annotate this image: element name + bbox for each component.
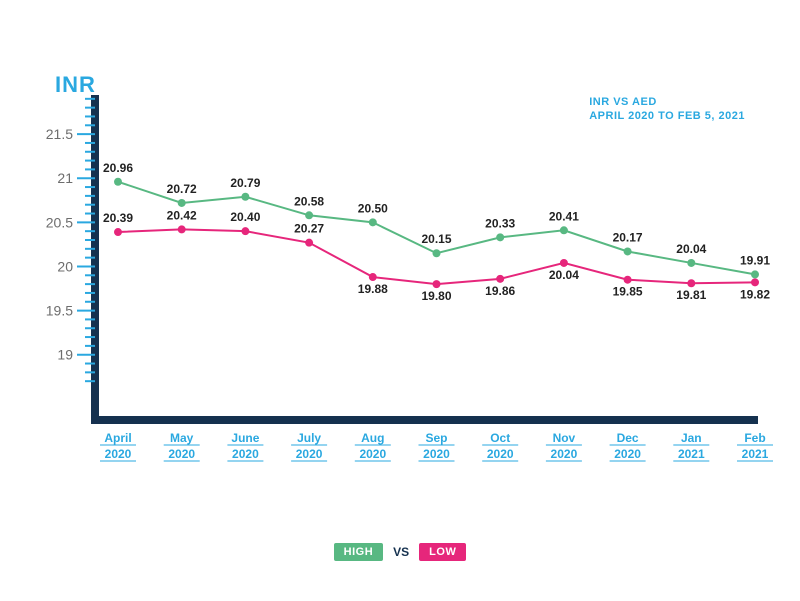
series-line — [118, 182, 755, 275]
y-tick-label: 20.5 — [46, 214, 73, 230]
series-point — [687, 259, 695, 267]
x-tick-month: May — [170, 431, 194, 445]
value-label: 19.86 — [485, 284, 515, 298]
x-tick-year: 2020 — [359, 447, 386, 461]
series-point — [241, 227, 249, 235]
x-tick-month: April — [104, 431, 131, 445]
x-tick-year: 2020 — [487, 447, 514, 461]
y-tick-label: 21 — [57, 170, 73, 186]
value-label: 19.82 — [740, 287, 770, 301]
x-tick-month: Aug — [361, 431, 384, 445]
series-point — [433, 249, 441, 257]
y-tick-label: 21.5 — [46, 126, 73, 142]
value-label: 19.80 — [421, 289, 451, 303]
series-point — [305, 211, 313, 219]
value-label: 20.96 — [103, 161, 133, 175]
series-point — [496, 275, 504, 283]
x-tick-year: 2020 — [551, 447, 578, 461]
value-label: 20.72 — [167, 182, 197, 196]
series-point — [178, 225, 186, 233]
series-point — [751, 270, 759, 278]
series-point — [114, 178, 122, 186]
x-tick-year: 2020 — [614, 447, 641, 461]
x-tick-month: Sep — [425, 431, 447, 445]
value-label: 19.85 — [613, 285, 643, 299]
x-tick-month: Oct — [490, 431, 510, 445]
legend-vs: VS — [393, 545, 409, 559]
x-tick-year: 2020 — [232, 447, 259, 461]
x-tick-month: Dec — [617, 431, 639, 445]
value-label: 20.04 — [676, 242, 706, 256]
x-tick-month: Feb — [744, 431, 765, 445]
x-tick-month: Nov — [553, 431, 576, 445]
value-label: 20.58 — [294, 194, 324, 208]
series-point — [560, 226, 568, 234]
x-tick-year: 2021 — [678, 447, 705, 461]
series-point — [496, 233, 504, 241]
series-point — [751, 278, 759, 286]
x-tick-year: 2020 — [296, 447, 323, 461]
x-tick-month: Jan — [681, 431, 702, 445]
series-point — [624, 247, 632, 255]
series-point — [114, 228, 122, 236]
value-label: 20.79 — [230, 176, 260, 190]
legend-low: LOW — [419, 543, 466, 561]
series-point — [241, 193, 249, 201]
x-tick-month: June — [231, 431, 259, 445]
series-point — [433, 280, 441, 288]
series-point — [305, 239, 313, 247]
x-tick-month: July — [297, 431, 321, 445]
series-point — [624, 276, 632, 284]
value-label: 20.17 — [613, 230, 643, 244]
series-point — [369, 218, 377, 226]
value-label: 20.40 — [230, 210, 260, 224]
chart-area: 19 19.5 20 20.5 21 21.5 April 2020 May 2020 June 20… — [40, 70, 760, 500]
series-point — [369, 273, 377, 281]
x-tick-year: 2020 — [423, 447, 450, 461]
x-tick-year: 2020 — [168, 447, 195, 461]
value-label: 20.42 — [167, 208, 197, 222]
y-tick-label: 20 — [57, 258, 73, 274]
value-label: 20.33 — [485, 216, 515, 230]
value-label: 20.39 — [103, 211, 133, 225]
value-label: 19.88 — [358, 282, 388, 296]
x-tick-year: 2021 — [742, 447, 769, 461]
value-label: 20.50 — [358, 201, 388, 215]
value-label: 19.81 — [676, 288, 706, 302]
series-point — [687, 279, 695, 287]
value-label: 20.27 — [294, 222, 324, 236]
y-tick-label: 19.5 — [46, 303, 73, 319]
y-tick-label: 19 — [57, 347, 73, 363]
value-label: 20.04 — [549, 268, 579, 282]
legend-high: HIGH — [334, 543, 384, 561]
chart-svg: 19 19.5 20 20.5 21 21.5 April 2020 May 2020 June 20… — [40, 70, 760, 500]
value-label: 20.41 — [549, 209, 579, 223]
value-label: 20.15 — [421, 232, 451, 246]
value-label: 19.91 — [740, 253, 770, 267]
series-point — [560, 259, 568, 267]
x-tick-year: 2020 — [105, 447, 132, 461]
series-point — [178, 199, 186, 207]
legend: HIGH VS LOW — [0, 543, 800, 561]
